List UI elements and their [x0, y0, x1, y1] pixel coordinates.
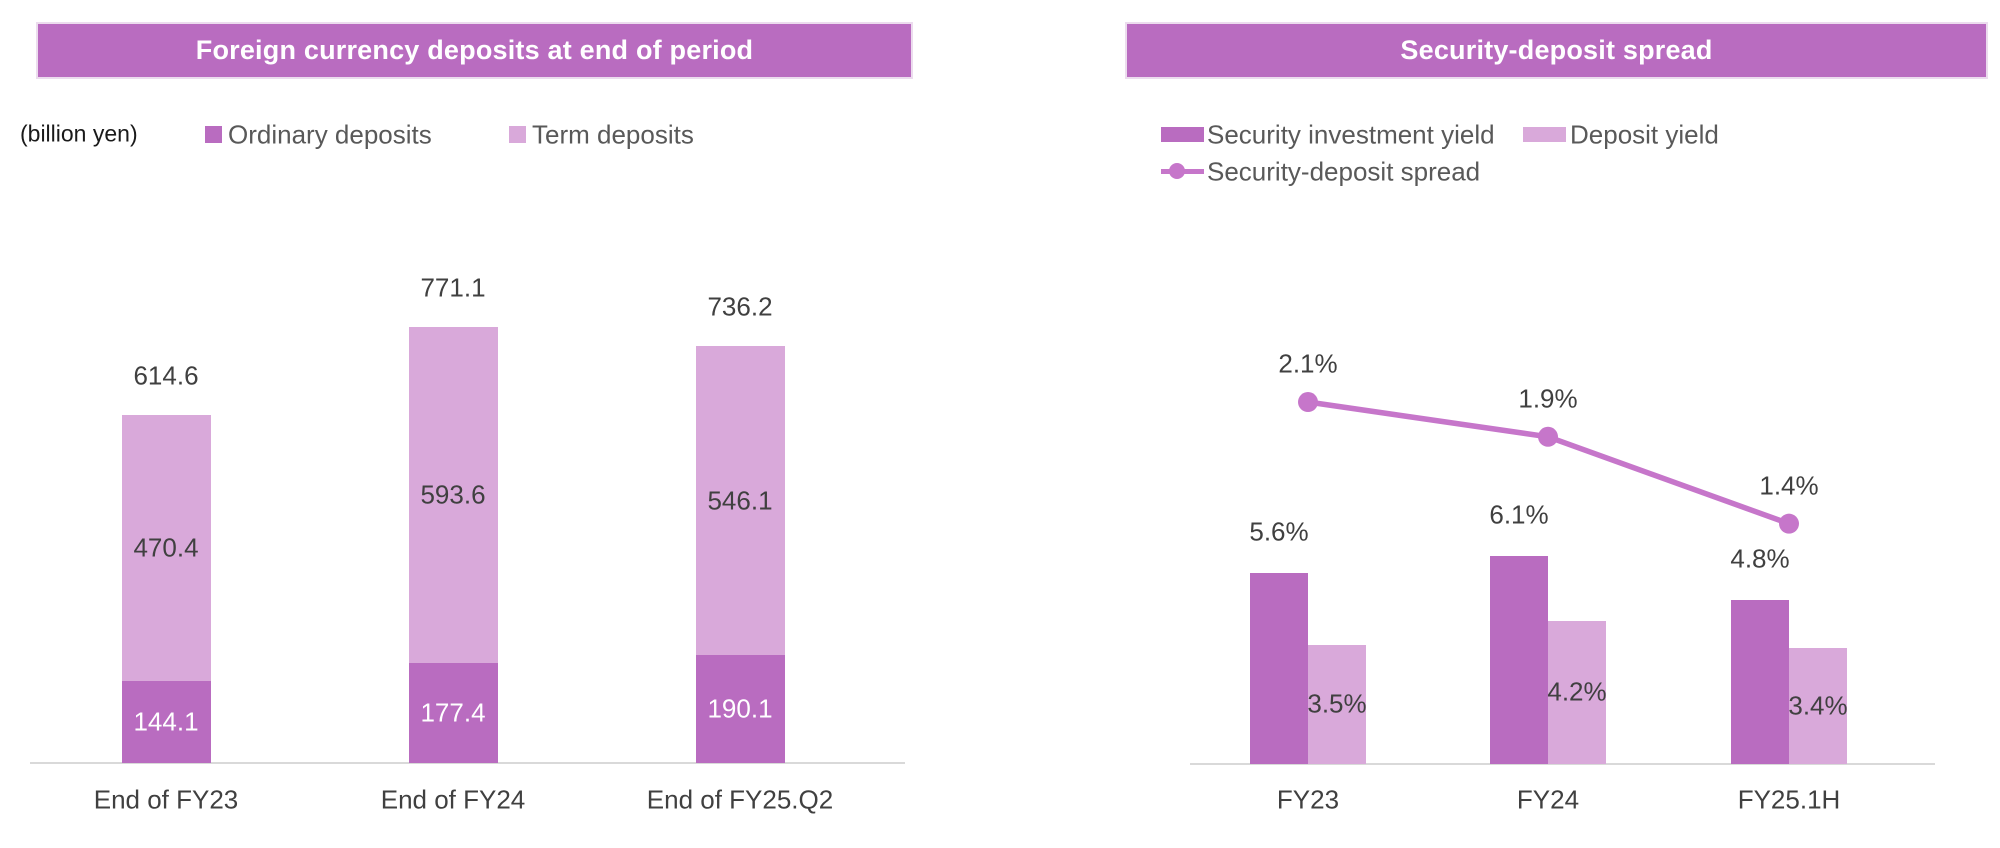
bar-deposit-yield-fy25-1h [1789, 648, 1847, 764]
chart-title-banner-right: Security-deposit spread [1125, 22, 1988, 79]
chart-title-left: Foreign currency deposits at end of peri… [195, 35, 754, 65]
data-label-security-investment-yield-fy24: 6.1% [1489, 499, 1549, 530]
bar-security-investment-yield-fy24 [1490, 555, 1548, 764]
x-axis-label-fy24: FY24 [1516, 784, 1580, 815]
x-axis-left [30, 762, 905, 764]
legend-swatch-term-deposits-icon [509, 126, 526, 143]
data-label-ordinary-deposits-end-of-fy25-q2: 190.1 [707, 693, 773, 724]
x-axis-label-end-of-fy23: End of FY23 [93, 784, 239, 815]
data-label-ordinary-deposits-end-of-fy23: 144.1 [133, 706, 199, 737]
bar-deposit-yield-fy24 [1548, 620, 1606, 764]
bar-deposit-yield-fy23 [1308, 644, 1366, 764]
chart-title-right: Security-deposit spread [1400, 35, 1713, 65]
legend-label-deposit-yield: Deposit yield [1570, 119, 1719, 150]
spread-marker-icon-fy25-1h [1779, 513, 1799, 534]
data-label-term-deposits-end-of-fy25-q2: 546.1 [707, 485, 773, 516]
data-label-total-end-of-fy24: 771.1 [420, 272, 486, 303]
bar-ordinary-deposits-end-of-fy23 [121, 681, 211, 763]
data-label-security-deposit-spread-fy23: 2.1% [1278, 348, 1338, 379]
legend-swatch-ordinary-deposits-icon [205, 126, 222, 143]
data-label-security-deposit-spread-fy25-1h: 1.4% [1759, 470, 1819, 501]
bar-ordinary-deposits-end-of-fy25-q2 [695, 655, 785, 763]
legend-label-ordinary-deposits: Ordinary deposits [228, 119, 432, 150]
bar-ordinary-deposits-end-of-fy24 [408, 662, 498, 763]
bar-security-investment-yield-fy23 [1250, 573, 1308, 764]
bar-term-deposits-end-of-fy25-q2 [695, 346, 785, 656]
data-label-deposit-yield-fy23: 3.5% [1307, 688, 1367, 719]
x-axis-right [1190, 763, 1935, 765]
unit-label: (billion yen) [20, 120, 138, 147]
data-label-total-end-of-fy25-q2: 736.2 [707, 291, 773, 322]
legend-label-security-investment-yield: Security investment yield [1207, 119, 1495, 150]
data-label-term-deposits-end-of-fy24: 593.6 [420, 479, 486, 510]
data-label-security-investment-yield-fy23: 5.6% [1249, 516, 1309, 547]
x-axis-label-end-of-fy25-q2: End of FY25.Q2 [646, 784, 834, 815]
bar-term-deposits-end-of-fy23 [121, 415, 211, 682]
x-axis-label-fy25-1h: FY25.1H [1737, 784, 1841, 815]
data-label-deposit-yield-fy24: 4.2% [1547, 676, 1607, 707]
legend-swatch-security-investment-yield-icon [1161, 127, 1204, 142]
bar-term-deposits-end-of-fy24 [408, 326, 498, 663]
data-label-security-deposit-spread-fy24: 1.9% [1518, 383, 1578, 414]
data-label-term-deposits-end-of-fy23: 470.4 [133, 532, 199, 563]
legend-label-term-deposits: Term deposits [532, 119, 694, 150]
chart-title-banner-left: Foreign currency deposits at end of peri… [36, 22, 913, 79]
data-label-deposit-yield-fy25-1h: 3.4% [1788, 690, 1848, 721]
legend-dot-marker-icon [1169, 163, 1185, 179]
spread-marker-icon-fy24 [1538, 426, 1558, 447]
spread-marker-icon-fy23 [1298, 392, 1318, 413]
data-label-total-end-of-fy23: 614.6 [133, 360, 199, 391]
bar-security-investment-yield-fy25-1h [1731, 600, 1789, 764]
legend-swatch-deposit-yield-icon [1523, 127, 1566, 142]
legend-label-security-deposit-spread: Security-deposit spread [1207, 156, 1481, 187]
data-label-ordinary-deposits-end-of-fy24: 177.4 [420, 697, 486, 728]
data-label-security-investment-yield-fy25-1h: 4.8% [1730, 543, 1790, 574]
x-axis-label-fy23: FY23 [1276, 784, 1340, 815]
x-axis-label-end-of-fy24: End of FY24 [380, 784, 526, 815]
